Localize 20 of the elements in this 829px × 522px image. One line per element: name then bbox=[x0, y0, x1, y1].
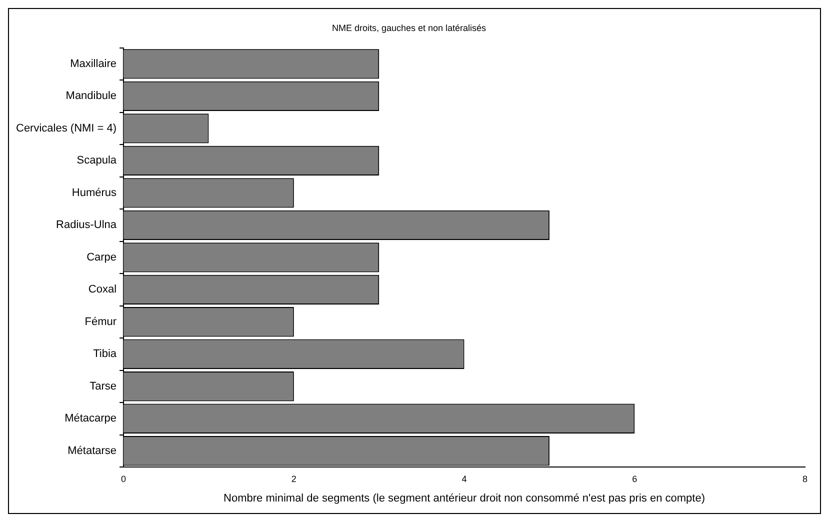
y-tick-label: Maxillaire bbox=[70, 58, 117, 70]
x-tick-label: 2 bbox=[291, 474, 296, 484]
y-tick-label: Métacarpe bbox=[64, 412, 117, 425]
y-tick-label: Coxal bbox=[88, 284, 117, 296]
x-tick-label: 0 bbox=[121, 474, 126, 484]
chart-title: NME droits, gauches et non latéralisés bbox=[332, 22, 487, 33]
x-axis-title: Nombre minimal de segments (le segment antérieur droit non consommé n'est pas pris en compte) bbox=[224, 492, 705, 504]
y-tick-label: Humérus bbox=[72, 186, 118, 199]
y-tick-label: Fémur bbox=[84, 316, 117, 328]
y-tick-label: Tarse bbox=[90, 380, 117, 392]
y-tick-label: Tibia bbox=[93, 348, 118, 360]
x-tick-label: 8 bbox=[802, 474, 808, 484]
y-tick-label: Scapula bbox=[76, 154, 118, 167]
x-tick-label: 6 bbox=[632, 474, 638, 484]
y-tick-label: Radius-Ulna bbox=[56, 219, 118, 232]
x-tick-label: 4 bbox=[462, 474, 467, 484]
y-tick-label: Métatarse bbox=[68, 444, 117, 457]
y-tick-label: Carpe bbox=[86, 251, 117, 264]
y-tick-label: Mandibule bbox=[66, 90, 117, 102]
y-tick-label: Cervicales (NMI = 4) bbox=[16, 122, 117, 134]
